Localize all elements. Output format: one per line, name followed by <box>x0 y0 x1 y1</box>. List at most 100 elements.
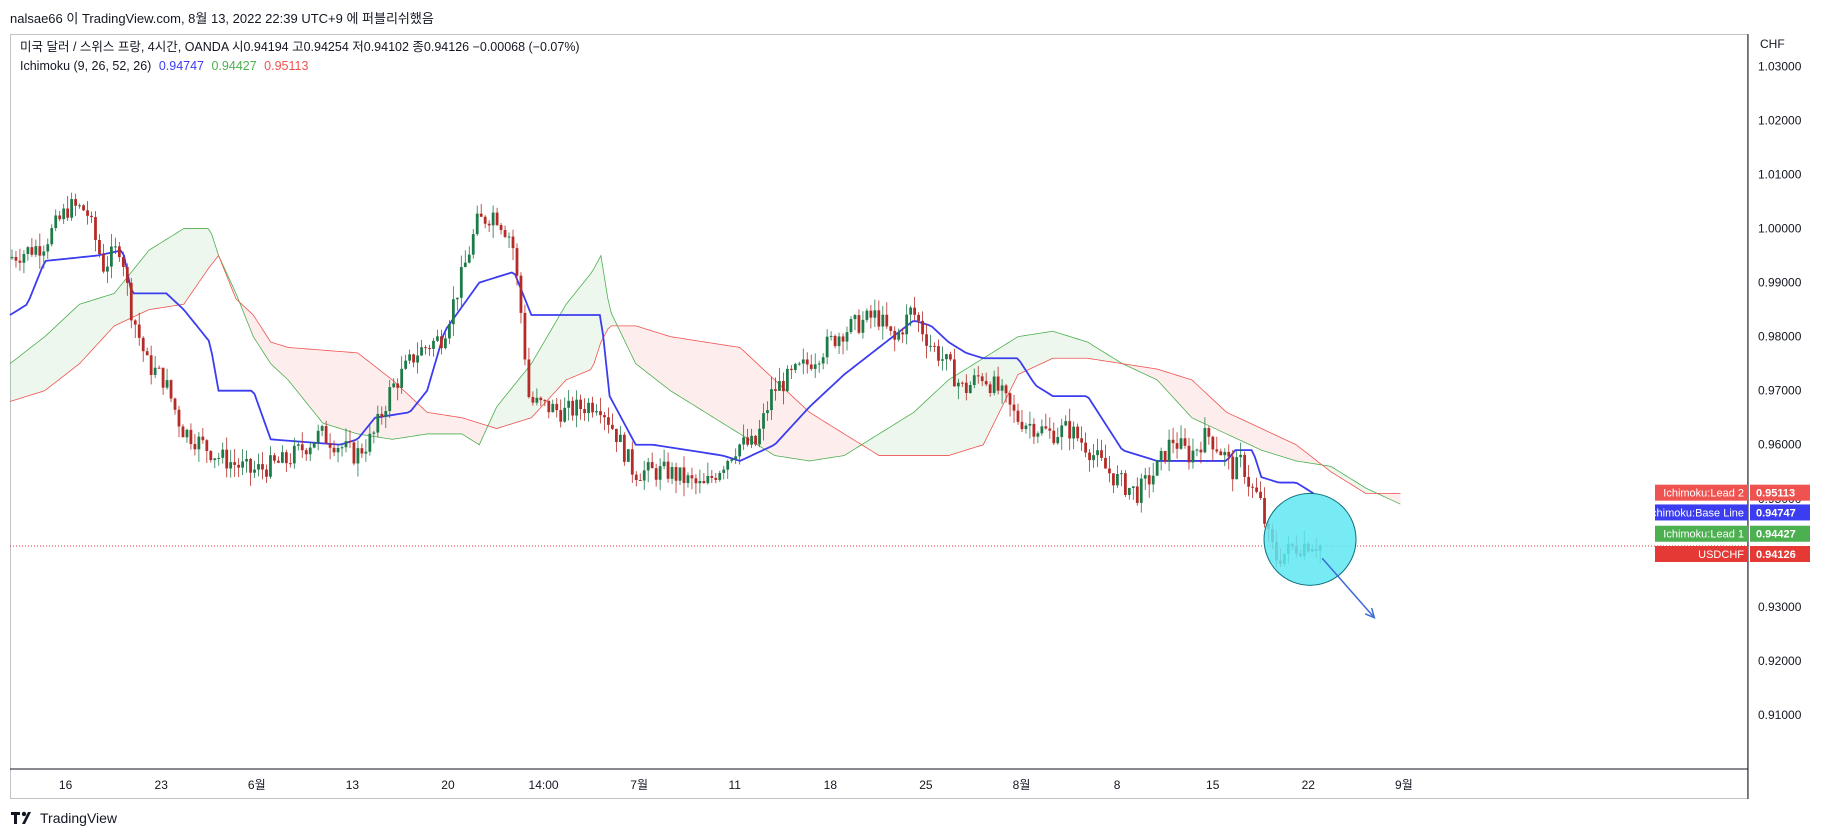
candle-body <box>1024 425 1028 430</box>
indicator-info[interactable]: Ichimoku (9, 26, 52, 26) 0.94747 0.94427… <box>20 57 580 76</box>
candle-body <box>153 367 157 375</box>
candle-body <box>587 402 590 414</box>
price-tick-label: 1.00000 <box>1758 222 1802 236</box>
candle-body <box>595 411 598 413</box>
candle-body <box>956 382 960 387</box>
candle-body <box>754 435 757 445</box>
candle-body <box>829 335 833 337</box>
candle-body <box>551 403 555 413</box>
candle-body <box>495 212 499 226</box>
candle-body <box>698 481 702 484</box>
candle-body <box>62 208 66 220</box>
lead1-value: 0.94427 <box>211 59 257 73</box>
candle-body <box>774 389 777 391</box>
candle-body <box>412 354 415 363</box>
candle-body <box>726 460 730 470</box>
candle-body <box>758 428 761 445</box>
candle-body <box>889 326 893 331</box>
series-name-label: Ichimoku:Base Line <box>1648 507 1744 519</box>
annotations <box>1263 492 1376 619</box>
candle-body <box>662 461 666 467</box>
candle-body <box>328 443 332 448</box>
candle-body <box>66 208 70 218</box>
candle-body <box>221 449 225 458</box>
candle-body <box>388 387 392 412</box>
candle-body <box>531 397 535 403</box>
candle-body <box>845 332 849 342</box>
time-tick-label: 14:00 <box>529 778 559 792</box>
candle-body <box>762 413 765 429</box>
candle-body <box>690 475 694 479</box>
candle-body <box>1012 404 1016 411</box>
tradingview-logo-icon <box>11 811 31 824</box>
candles <box>10 192 1322 568</box>
candle-body <box>1259 491 1262 499</box>
candle-body <box>503 230 507 237</box>
candle-body <box>785 368 789 392</box>
candle-body <box>189 429 193 445</box>
candle-body <box>611 424 614 429</box>
candle-body <box>618 434 622 443</box>
candle-body <box>670 467 674 479</box>
candle-body <box>348 441 352 443</box>
candle-body <box>177 409 181 427</box>
candle-body <box>1159 451 1163 461</box>
price-tick-label: 1.03000 <box>1758 59 1802 73</box>
candle-body <box>432 340 435 349</box>
candle-body <box>261 464 264 470</box>
candle-body <box>1167 439 1171 462</box>
candle-body <box>145 351 149 356</box>
candle-body <box>650 462 654 469</box>
candle-body <box>789 368 793 371</box>
candle-body <box>722 469 726 473</box>
candle-body <box>1044 426 1048 429</box>
candle-body <box>1263 498 1266 524</box>
candle-body <box>137 324 141 338</box>
candle-body <box>324 426 328 444</box>
candle-body <box>336 447 340 453</box>
candle-body <box>658 466 662 480</box>
candle-body <box>515 248 519 276</box>
candle-body <box>1131 486 1135 488</box>
candle-body <box>964 382 968 393</box>
candle-body <box>499 225 503 231</box>
candle-body <box>841 336 845 342</box>
candle-body <box>110 246 113 267</box>
brand-name: TradingView <box>40 810 118 826</box>
candle-body <box>1004 385 1008 394</box>
candle-body <box>30 247 34 255</box>
candle-body <box>746 437 750 445</box>
candle-body <box>1135 486 1139 503</box>
candle-body <box>825 336 829 358</box>
candle-body <box>392 383 396 388</box>
candle-body <box>1219 451 1223 456</box>
candle-body <box>50 228 54 245</box>
candle-body <box>941 359 944 361</box>
candle-body <box>1155 460 1159 476</box>
candle-body <box>1096 450 1099 456</box>
candle-body <box>304 450 308 455</box>
candle-body <box>539 397 543 401</box>
candle-body <box>288 463 292 465</box>
candle-body <box>169 380 173 399</box>
candle-body <box>1064 421 1068 426</box>
candle-body <box>869 310 873 318</box>
candle-body <box>881 314 885 327</box>
candle-body <box>269 455 272 477</box>
candle-body <box>706 475 710 484</box>
footer-brand[interactable]: TradingView <box>10 810 117 826</box>
candle-body <box>738 444 742 457</box>
candle-body <box>933 345 936 347</box>
price-tick-label: 1.01000 <box>1758 168 1802 182</box>
candle-body <box>316 430 320 443</box>
price-tick-label: 0.99000 <box>1758 276 1802 290</box>
candle-body <box>1032 423 1036 437</box>
candle-body <box>165 380 169 388</box>
series-name-tag <box>1655 504 1748 521</box>
candle-body <box>197 436 201 450</box>
trend-arrowhead <box>1364 607 1376 619</box>
candle-body <box>90 215 93 218</box>
candle-body <box>161 367 165 388</box>
candle-body <box>185 429 189 438</box>
